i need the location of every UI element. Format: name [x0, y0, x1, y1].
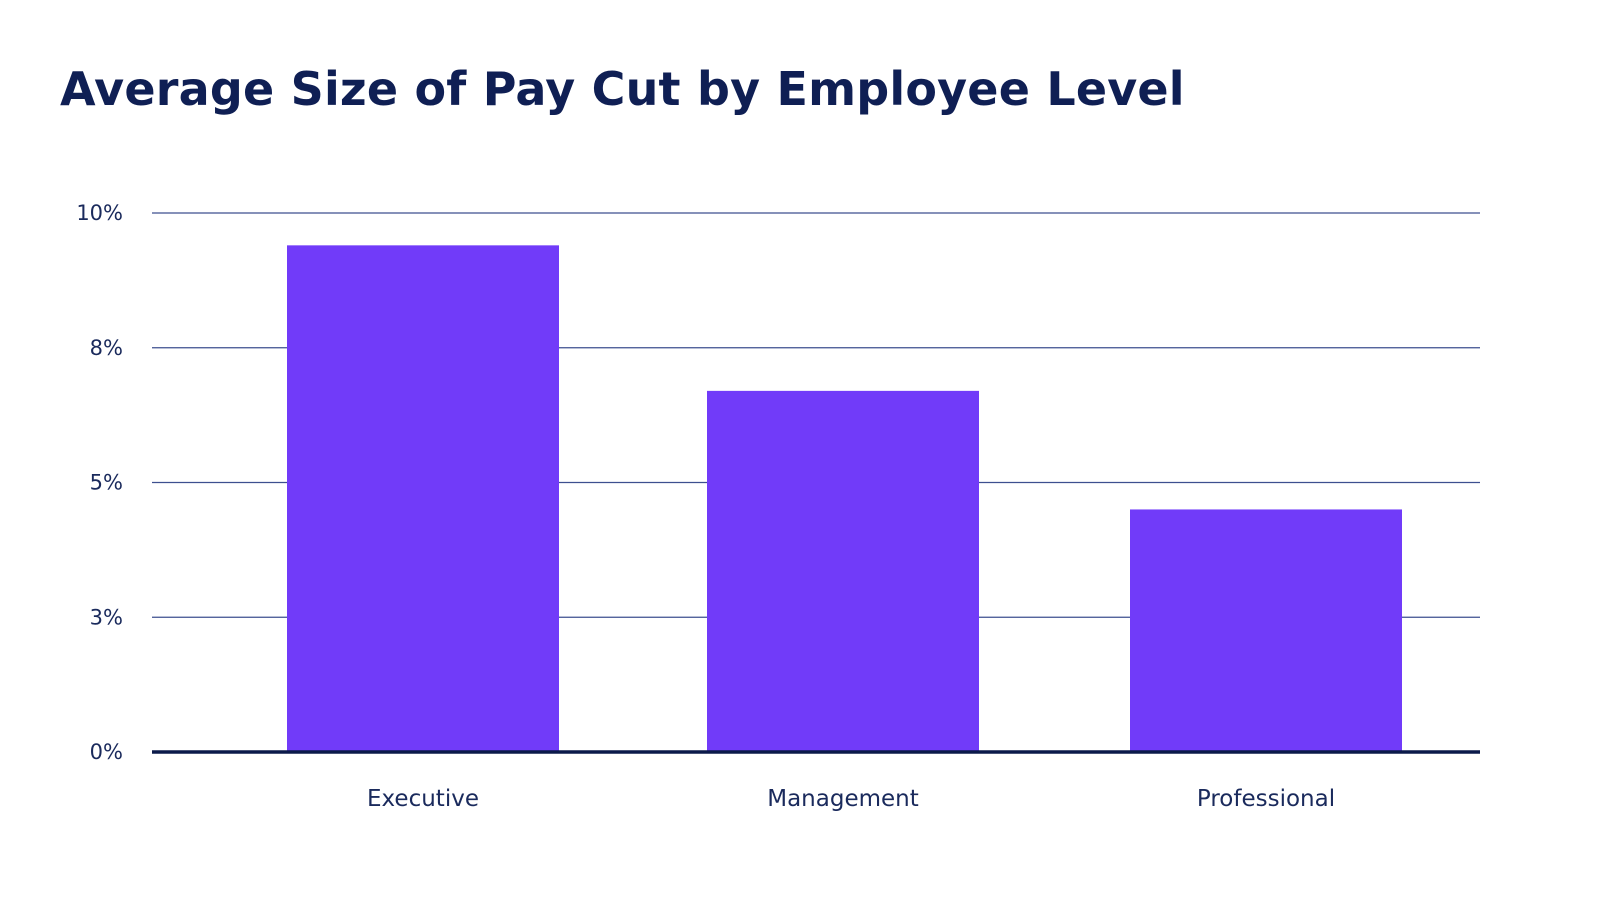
bar-executive [287, 245, 559, 752]
chart-title: Average Size of Pay Cut by Employee Leve… [60, 62, 1185, 116]
y-tick-label: 0% [90, 740, 123, 764]
y-tick-label: 10% [76, 201, 123, 225]
y-tick-label: 8% [90, 336, 123, 360]
x-tick-label: Professional [1197, 786, 1335, 812]
y-tick-label: 5% [90, 471, 123, 495]
bars [287, 245, 1402, 752]
y-tick-label: 3% [90, 605, 123, 629]
x-tick-label: Executive [367, 786, 479, 812]
bar-professional [1130, 509, 1402, 752]
x-tick-label: Management [767, 786, 919, 812]
x-tick-labels: Executive Management Professional [367, 786, 1335, 812]
bar-management [707, 390, 979, 752]
y-tick-labels: 0% 3% 5% 8% 10% [76, 201, 123, 764]
